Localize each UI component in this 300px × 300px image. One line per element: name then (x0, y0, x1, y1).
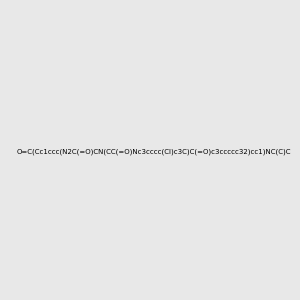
Text: O=C(Cc1ccc(N2C(=O)CN(CC(=O)Nc3cccc(Cl)c3C)C(=O)c3ccccc32)cc1)NC(C)C: O=C(Cc1ccc(N2C(=O)CN(CC(=O)Nc3cccc(Cl)c3… (16, 148, 291, 155)
